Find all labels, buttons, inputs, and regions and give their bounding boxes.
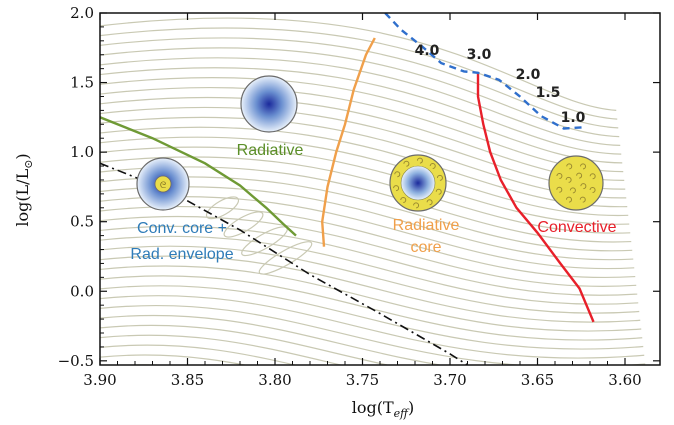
convection-swirl [426, 199, 433, 206]
convection-swirl [579, 196, 586, 203]
conv-core-star-icon: ᘓ [136, 157, 190, 211]
x-tick-label: 3.65 [521, 371, 554, 389]
svg-text:ᘓ: ᘓ [160, 181, 166, 191]
convection-swirl [413, 202, 420, 209]
convection-swirl [393, 185, 400, 192]
zams-dashdot-line [100, 162, 468, 365]
convection-swirl [556, 186, 563, 193]
evolution-track-line [100, 57, 621, 146]
evolution-track-line [100, 195, 635, 270]
convection-swirl [589, 173, 596, 180]
mass-label-4-0: 4.0 [415, 43, 440, 59]
evolution-track-line [100, 265, 642, 332]
x-tick-label: 3.85 [171, 371, 204, 389]
evolution-track-line [100, 344, 298, 365]
evolution-track-line [100, 304, 646, 365]
evolution-track-line [100, 235, 639, 305]
label-radiative-core-line2: core [410, 239, 441, 256]
orange-boundary-line [320, 37, 376, 247]
convection-swirl [576, 172, 583, 179]
x-tick-label: 3.75 [346, 371, 379, 389]
evolution-track-line [100, 314, 444, 365]
x-tick-label: 3.90 [83, 371, 116, 389]
evolution-track-line [100, 354, 248, 365]
radiative-core-star-icon [389, 154, 447, 212]
evolution-track-line [100, 205, 636, 279]
label-radiative: Radiative [237, 142, 304, 159]
evolution-track-line [100, 285, 644, 350]
convection-swirl [556, 173, 563, 179]
y-tick-label: 1.5 [70, 74, 94, 92]
axis-ticks: 3.90 3.85 3.80 3.75 3.70 3.65 3.60 −0.5 0.0 0.5 1.… [58, 4, 660, 389]
x-tick-label: 3.80 [258, 371, 291, 389]
convection-swirl [394, 171, 401, 178]
evolution-track-line [100, 215, 637, 287]
green-boundary-line [100, 116, 297, 237]
evolution-track-line [100, 324, 391, 365]
y-tick-label: 2.0 [70, 4, 94, 22]
convection-swirl [435, 188, 442, 195]
y-tick-label: −0.5 [58, 352, 94, 370]
evolution-track-line [100, 275, 643, 341]
convection-swirl [580, 163, 586, 170]
evolution-track-line [100, 176, 633, 252]
y-axis-title: log(L/L⊙) [13, 153, 35, 226]
evolution-track-line [100, 17, 617, 111]
track-loop [205, 196, 240, 220]
track-loop [258, 241, 313, 275]
evolution-track-line [100, 295, 645, 359]
blue-dashed-boundary-line [384, 13, 587, 130]
convection-swirl [589, 187, 596, 194]
red-boundary-line [476, 72, 595, 323]
label-conv-core-line2: Rad. envelope [130, 246, 233, 263]
convection-swirl [416, 157, 423, 164]
convection-swirl [580, 183, 587, 190]
label-conv-core-line1: Conv. core + [137, 220, 227, 237]
evolution-track-line [100, 225, 638, 296]
convection-swirl [566, 163, 573, 170]
convection-swirl [403, 160, 410, 167]
evolution-track-line [100, 334, 344, 365]
mass-label-2-0: 2.0 [516, 67, 541, 83]
mass-label-3-0: 3.0 [467, 47, 492, 63]
y-tick-label: 0.5 [70, 213, 94, 231]
convection-swirl [565, 176, 572, 183]
evolution-track-line [100, 245, 640, 314]
track-loop [223, 211, 264, 238]
convection-swirl [429, 163, 436, 169]
convection-swirl [400, 197, 407, 204]
convection-swirl [569, 187, 576, 194]
evolution-track-line [100, 27, 618, 120]
label-convective: Convective [537, 219, 616, 236]
y-tick-label: 1.0 [70, 143, 94, 161]
convective-star-icon [548, 155, 604, 211]
x-tick-label: 3.60 [608, 371, 641, 389]
convection-swirl [436, 174, 443, 181]
evolution-track-line [100, 47, 620, 138]
evolution-track-line [100, 186, 634, 261]
region-boundaries [100, 13, 595, 365]
x-tick-label: 3.70 [433, 371, 466, 389]
evolution-track-line [100, 37, 619, 129]
evolution-track-line [100, 67, 622, 155]
label-radiative-core-line1: Radiative [393, 217, 460, 234]
mass-label-1-5: 1.5 [536, 85, 561, 101]
mass-label-1-0: 1.0 [561, 110, 586, 126]
radiative-star-icon [240, 75, 298, 133]
y-tick-label: 0.0 [70, 282, 94, 300]
evolution-track-line [100, 255, 641, 323]
convection-swirl [565, 196, 572, 203]
x-axis-title: log(Teff) [352, 398, 414, 420]
